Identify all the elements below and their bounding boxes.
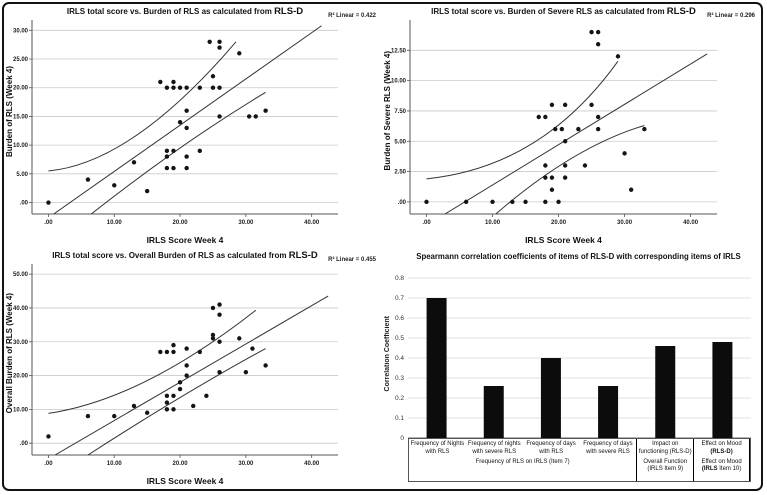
bar-chart: 0 0.1 0.2 0.3 0.4 0.5 0.6 0.7 0.8: [395, 275, 751, 442]
svg-text:.00: .00: [20, 201, 29, 207]
svg-text:30.00: 30.00: [13, 28, 29, 34]
bar-category-label: Frequency of Nights with RLS: [410, 441, 465, 455]
panel-burden-of-severe-rls: IRLS total score vs. Burden of Severe RL…: [382, 4, 761, 248]
svg-text:7.50: 7.50: [394, 109, 406, 115]
svg-text:0.7: 0.7: [395, 295, 404, 302]
chart-title: IRLS total score vs. Overall Burden of R…: [32, 250, 338, 261]
svg-text:40.00: 40.00: [683, 220, 699, 226]
scatter-plot: .00 10.00 20.00 30.00 40.00 50.00 .00 10.00 20.0…: [13, 264, 338, 467]
scatter-plot: .00 2.50 5.00 7.50 10.00 12.50 .00 10.00 20.00 30…: [391, 20, 717, 226]
svg-text:30.00: 30.00: [238, 461, 254, 467]
chart-title-main: IRLS total score vs. Burden of RLS as ca…: [66, 7, 275, 16]
svg-text:0.5: 0.5: [395, 335, 404, 342]
svg-text:50.00: 50.00: [13, 272, 29, 278]
svg-text:0.4: 0.4: [395, 355, 404, 362]
svg-text:.00: .00: [398, 200, 407, 206]
bar-category-label: Frequency of days with RLS: [526, 441, 576, 455]
svg-text:10.00: 10.00: [13, 407, 29, 413]
svg-text:40.00: 40.00: [304, 220, 320, 226]
svg-text:10.00: 10.00: [107, 220, 123, 226]
svg-text:2.50: 2.50: [394, 170, 406, 176]
bar-group-label: Frequency of RLS on IRLS (Item 7): [475, 458, 570, 465]
x-axis-label: IRLS Score Week 4: [525, 235, 602, 245]
x-axis-label: IRLS Score Week 4: [146, 476, 224, 486]
svg-text:40.00: 40.00: [13, 306, 29, 312]
svg-text:20.00: 20.00: [13, 86, 29, 92]
svg-text:.00: .00: [44, 461, 53, 467]
y-axis-label: Burden of RLS (Week 4): [5, 65, 14, 157]
svg-text:.00: .00: [20, 441, 29, 447]
chart-title: Spearmann correlation coefficients of it…: [416, 252, 741, 261]
scatter-plot: .00 5.00 10.00 15.00 20.00 25.00 30.00 .00 10.00…: [13, 20, 338, 226]
svg-text:10.00: 10.00: [13, 143, 29, 149]
panel-spearman-correlations: Spearmann correlation coefficients of it…: [382, 248, 761, 489]
panel-burden-of-rls: IRLS total score vs. Burden of RLS as ca…: [4, 4, 382, 248]
chart-title: IRLS total score vs. Burden of Severe RL…: [410, 6, 717, 17]
svg-text:0: 0: [400, 435, 404, 442]
figure-grid: IRLS total score vs. Burden of RLS as ca…: [4, 4, 761, 489]
chart-title-main: IRLS total score vs. Overall Burden of R…: [52, 251, 289, 260]
svg-text:.00: .00: [44, 220, 53, 226]
svg-text:20.00: 20.00: [173, 220, 189, 226]
chart-title-emphasis: RLS-D: [274, 6, 304, 17]
svg-text:40.00: 40.00: [304, 461, 320, 467]
chart-title-emphasis: RLS-D: [666, 6, 696, 17]
r-squared-annotation: R² Linear = 0.455: [328, 257, 376, 263]
svg-text:25.00: 25.00: [13, 57, 29, 63]
svg-text:10.00: 10.00: [107, 461, 123, 467]
svg-text:0.1: 0.1: [395, 415, 404, 422]
x-axis-label: IRLS Score Week 4: [146, 235, 224, 245]
svg-text:5.00: 5.00: [16, 172, 28, 178]
svg-text:30.00: 30.00: [617, 220, 633, 226]
svg-text:20.00: 20.00: [551, 220, 567, 226]
r-squared-annotation: R² Linear = 0.422: [328, 13, 376, 19]
svg-text:30.00: 30.00: [238, 220, 254, 226]
bar-group-label: Effect on Mood (IRLS Item 10): [693, 456, 750, 481]
svg-text:0.2: 0.2: [395, 395, 404, 402]
svg-text:15.00: 15.00: [13, 114, 29, 120]
bar-category-label: Frequency of days with severe RLS: [583, 441, 633, 455]
svg-text:20.00: 20.00: [13, 374, 29, 380]
svg-text:0.6: 0.6: [395, 315, 404, 322]
svg-text:10.00: 10.00: [391, 79, 407, 85]
svg-text:20.00: 20.00: [173, 461, 189, 467]
chart-title-main: IRLS total score vs. Burden of Severe RL…: [431, 7, 667, 16]
svg-text:5.00: 5.00: [394, 139, 406, 145]
svg-text:.00: .00: [422, 220, 431, 226]
bar-category-label: Impact on functioning (RLS-D): [636, 439, 693, 457]
svg-text:12.50: 12.50: [391, 48, 407, 54]
bar-category-label: Frequency of nights with severe RLS: [467, 441, 521, 455]
y-axis-label: Correlation Coefficient: [383, 315, 391, 392]
chart-title-emphasis: RLS-D: [288, 250, 318, 261]
y-axis-label: Overall Burden of RLS (Week 4): [5, 293, 14, 414]
svg-text:30.00: 30.00: [13, 340, 29, 346]
bar-category-label: Effect on Mood (RLS-D): [693, 439, 750, 457]
r-squared-annotation: R² Linear = 0.296: [707, 13, 755, 19]
svg-text:0.3: 0.3: [395, 375, 404, 382]
panel-overall-burden-of-rls: IRLS total score vs. Overall Burden of R…: [4, 248, 382, 489]
svg-text:0.8: 0.8: [395, 275, 404, 282]
bar-category-table: Frequency of Nights with RLS Frequency o…: [408, 438, 751, 482]
y-axis-label: Burden of Severe RLS (Week 4): [383, 51, 392, 171]
bar-group-label: Overall Function (IRLS Item 9): [636, 456, 693, 481]
chart-title: IRLS total score vs. Burden of RLS as ca…: [32, 6, 338, 17]
svg-text:10.00: 10.00: [485, 220, 501, 226]
